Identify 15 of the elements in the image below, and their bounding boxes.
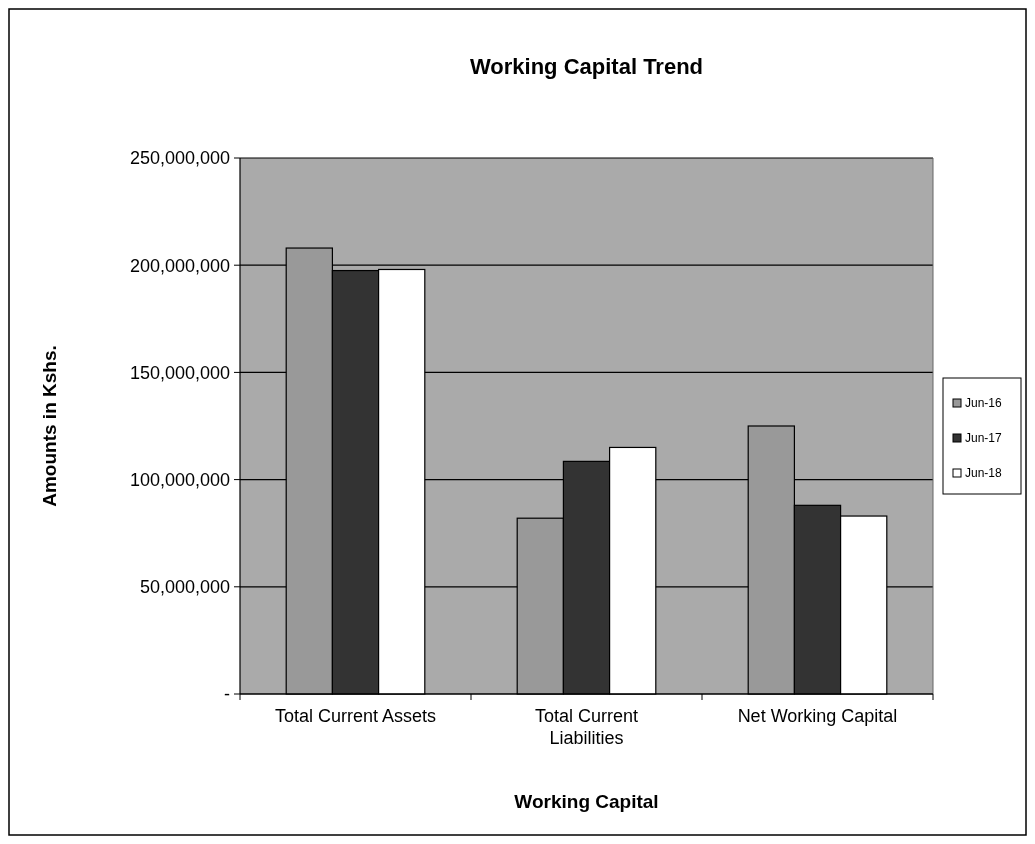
- x-tick-label: Total Current Liabilities: [534, 706, 639, 748]
- legend-label: Jun-17: [965, 431, 1003, 446]
- y-tick-label: 200,000,000: [129, 255, 230, 276]
- y-tick-label: 250,000,000: [129, 148, 230, 169]
- chart-title: Working Capital Trend: [469, 54, 704, 79]
- y-axis-title: Amounts in Kshs.: [39, 345, 60, 507]
- legend-label: Jun-18: [965, 466, 1003, 481]
- y-tick-label: -: [224, 684, 230, 705]
- y-tick-label: 100,000,000: [129, 469, 230, 490]
- x-tick-label: Total Current Assets: [274, 706, 437, 726]
- x-axis-title: Working Capital: [514, 791, 659, 812]
- x-tick-label: Net Working Capital: [737, 706, 898, 726]
- y-tick-label: 50,000,000: [139, 577, 230, 598]
- y-tick-label: 150,000,000: [129, 362, 230, 383]
- legend-label: Jun-16: [965, 396, 1003, 411]
